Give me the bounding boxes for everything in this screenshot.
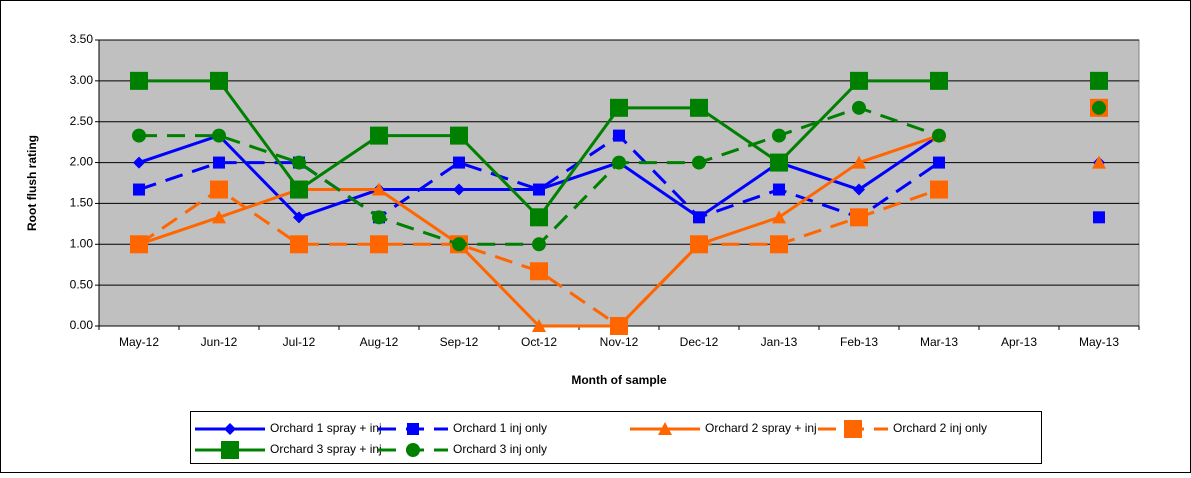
x-tick-label: Jun-12 [201, 335, 238, 349]
marker [210, 180, 228, 199]
marker [290, 180, 308, 199]
x-tick-label: May-12 [119, 335, 159, 349]
y-tick-label: 3.50 [70, 32, 94, 46]
x-tick-label: Aug-12 [360, 335, 399, 349]
marker [133, 156, 145, 169]
marker [770, 153, 788, 172]
marker [453, 183, 465, 196]
x-tick-label: Apr-13 [1001, 335, 1037, 349]
marker [930, 71, 948, 90]
marker [933, 156, 945, 169]
marker [533, 183, 545, 196]
marker [1092, 155, 1106, 169]
x-tick-label: May-13 [1079, 335, 1119, 349]
x-tick-label: Nov-12 [600, 335, 639, 349]
marker [212, 210, 226, 224]
marker [612, 155, 626, 170]
marker [690, 98, 708, 117]
legend-label: Orchard 2 inj only [893, 421, 987, 435]
marker [452, 237, 466, 252]
marker [293, 211, 305, 224]
marker [852, 155, 866, 169]
marker [772, 210, 786, 224]
legend-marker [221, 441, 239, 459]
marker [1093, 211, 1105, 224]
marker [532, 237, 546, 252]
marker [610, 98, 628, 117]
legend-label: Orchard 2 spray + inj [705, 421, 817, 435]
marker [450, 126, 468, 145]
marker [212, 128, 226, 143]
y-tick-label: 0.00 [70, 318, 94, 332]
marker [133, 183, 145, 196]
marker [613, 129, 625, 142]
marker [692, 155, 706, 170]
marker [210, 71, 228, 90]
marker [853, 183, 865, 196]
marker [530, 208, 548, 227]
legend-marker [407, 423, 419, 435]
marker [130, 71, 148, 90]
x-tick-label: Mar-13 [920, 335, 958, 349]
marker [770, 235, 788, 254]
marker [852, 100, 866, 115]
marker [213, 156, 225, 169]
plot-area [98, 39, 1140, 327]
marker [932, 128, 946, 143]
y-tick-label: 1.00 [70, 236, 94, 250]
x-tick-label: Jul-12 [283, 335, 316, 349]
marker [290, 235, 308, 254]
legend-marker [658, 422, 672, 435]
marker [850, 208, 868, 227]
x-tick-label: Feb-13 [840, 335, 878, 349]
marker [850, 71, 868, 90]
x-axis-title: Month of sample [571, 373, 667, 387]
legend-marker [224, 423, 236, 435]
marker [772, 128, 786, 143]
marker [132, 128, 146, 143]
marker [453, 156, 465, 169]
marker [372, 182, 386, 196]
y-tick-label: 1.50 [70, 196, 94, 210]
marker [1090, 71, 1108, 90]
marker [370, 126, 388, 145]
marker [292, 155, 306, 170]
marker [530, 262, 548, 281]
marker [693, 211, 705, 224]
legend-label: Orchard 3 inj only [453, 442, 547, 456]
y-axis-title: Root flush rating [25, 135, 39, 231]
x-tick-label: Oct-12 [521, 335, 557, 349]
marker [532, 319, 546, 332]
legend-label: Orchard 3 spray + inj [270, 442, 382, 456]
marker [372, 210, 386, 225]
marker [690, 235, 708, 254]
y-tick-label: 2.50 [70, 114, 94, 128]
y-tick-label: 2.00 [70, 155, 94, 169]
marker [773, 183, 785, 196]
marker [130, 235, 148, 254]
legend-box [190, 411, 1042, 464]
x-tick-label: Jan-13 [761, 335, 798, 349]
legend-label: Orchard 1 inj only [453, 421, 547, 435]
y-tick-label: 0.50 [70, 277, 94, 291]
marker [370, 235, 388, 254]
y-tick-label: 3.00 [70, 73, 94, 87]
marker [930, 180, 948, 199]
marker [610, 317, 628, 335]
legend-label: Orchard 1 spray + inj [270, 421, 382, 435]
marker [1092, 100, 1106, 115]
x-tick-label: Dec-12 [680, 335, 719, 349]
legend-marker [844, 420, 862, 438]
x-tick-label: Sep-12 [440, 335, 479, 349]
legend-marker [406, 443, 420, 457]
